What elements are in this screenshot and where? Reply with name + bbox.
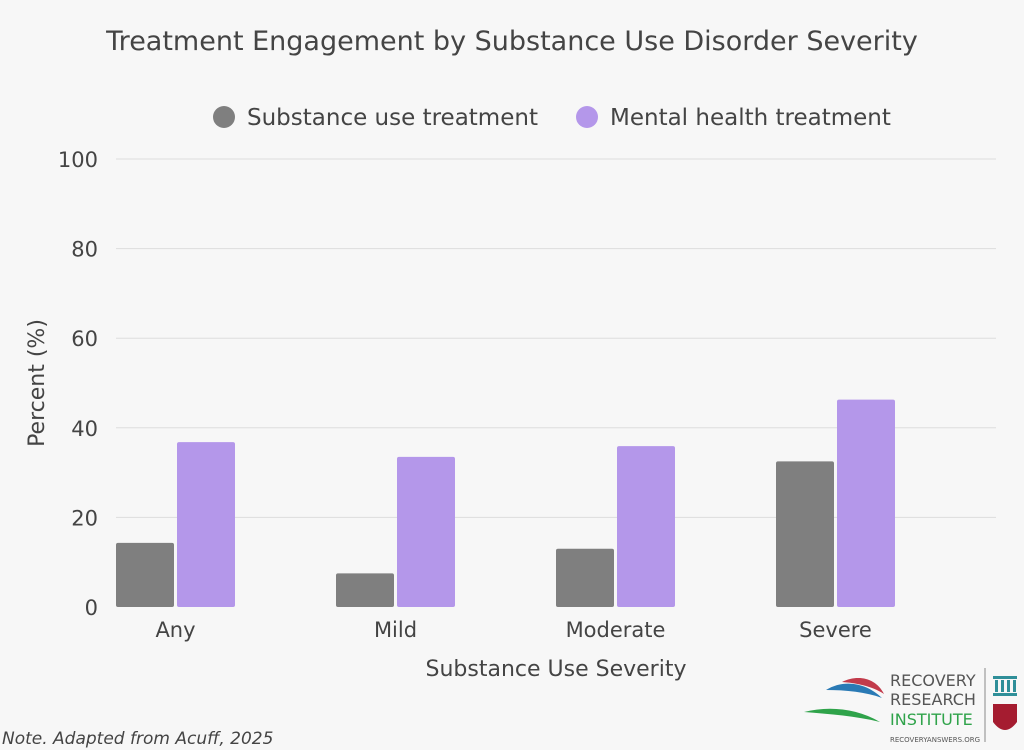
logo-line1: RECOVERY: [890, 671, 976, 690]
x-tick-label-moderate: Moderate: [566, 618, 666, 642]
logo-url: RECOVERYANSWERS.ORG: [890, 736, 980, 744]
y-axis-label: Percent (%): [25, 319, 50, 447]
shield-icon: [993, 704, 1017, 730]
x-axis-categories: Any Mild Moderate Severe: [155, 618, 871, 642]
bar-moderate-mental: [617, 446, 675, 607]
bar-severe-substance: [776, 461, 834, 607]
chart-title: Treatment Engagement by Substance Use Di…: [105, 26, 918, 57]
logo-swoosh-blue: [826, 683, 882, 698]
bar-moderate-substance: [556, 548, 614, 607]
x-tick-label-severe: Severe: [799, 618, 872, 642]
y-axis-ticks: 0 20 40 60 80 100: [58, 148, 98, 620]
logo-swoosh-green: [804, 708, 880, 722]
legend-label-substance: Substance use treatment: [247, 105, 538, 131]
y-tick-label-80: 80: [71, 238, 98, 262]
x-axis-label: Substance Use Severity: [426, 657, 687, 682]
bar-mild-substance: [336, 573, 394, 607]
logo-line3: INSTITUTE: [890, 710, 973, 729]
bar-any-substance: [116, 542, 174, 607]
bar-severe-mental: [837, 399, 895, 607]
y-tick-label-40: 40: [71, 417, 98, 441]
logo-swoosh-red: [842, 678, 884, 694]
legend-label-mental: Mental health treatment: [610, 105, 891, 131]
legend-marker-mental: [576, 106, 598, 128]
legend: Substance use treatment Mental health tr…: [213, 105, 891, 131]
bars: [116, 399, 895, 607]
recovery-research-institute-logo: RECOVERY RESEARCH INSTITUTE RECOVERYANSW…: [804, 668, 1017, 744]
x-tick-label-mild: Mild: [374, 618, 417, 642]
y-tick-label-60: 60: [71, 327, 98, 351]
source-note: Note. Adapted from Acuff, 2025: [2, 729, 274, 749]
bar-mild-mental: [397, 456, 455, 607]
y-tick-label-0: 0: [85, 596, 98, 620]
bar-any-mental: [177, 442, 235, 607]
institute-building-icon: [993, 676, 1017, 696]
y-tick-label-20: 20: [71, 506, 98, 530]
logo-line2: RESEARCH: [890, 690, 976, 709]
y-tick-label-100: 100: [58, 148, 98, 172]
legend-marker-substance: [213, 106, 235, 128]
x-tick-label-any: Any: [155, 618, 195, 642]
